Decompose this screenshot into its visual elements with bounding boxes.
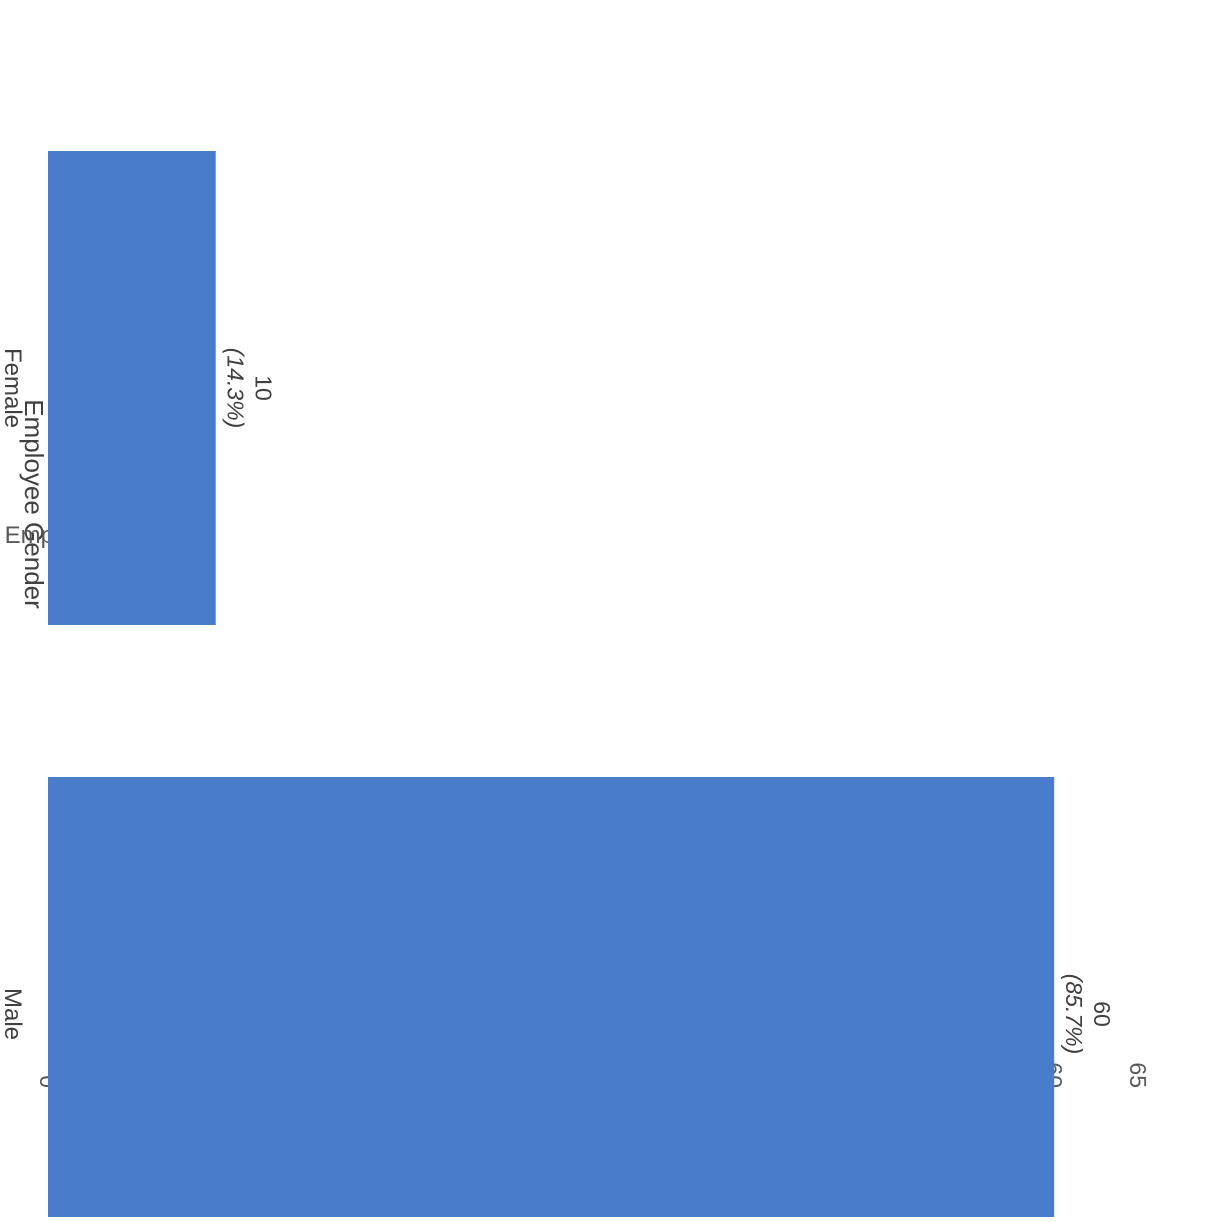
chart-title: Employee Gender — [19, 399, 49, 609]
data-labels: 10(14.3%) 60(85.7%) — [223, 348, 1115, 1055]
bars — [47, 151, 1055, 1222]
category-label-female: Female — [0, 348, 26, 428]
y-tick-label: 65 — [1125, 1062, 1151, 1088]
bar-male — [47, 777, 1055, 1222]
bar-percent-label: (85.7%) — [1061, 974, 1087, 1055]
bar-value-label: 10 — [251, 375, 277, 401]
bar-percent-label: (14.3%) — [223, 348, 249, 429]
bar-female — [48, 151, 216, 625]
category-label-male: Male — [0, 988, 26, 1040]
chart-rotated-group: Employee Gender Employees 05101520253035… — [0, 151, 1151, 1222]
bar-value-label: 60 — [1089, 1001, 1115, 1027]
x-axis-categories: Female Male — [0, 348, 26, 1040]
